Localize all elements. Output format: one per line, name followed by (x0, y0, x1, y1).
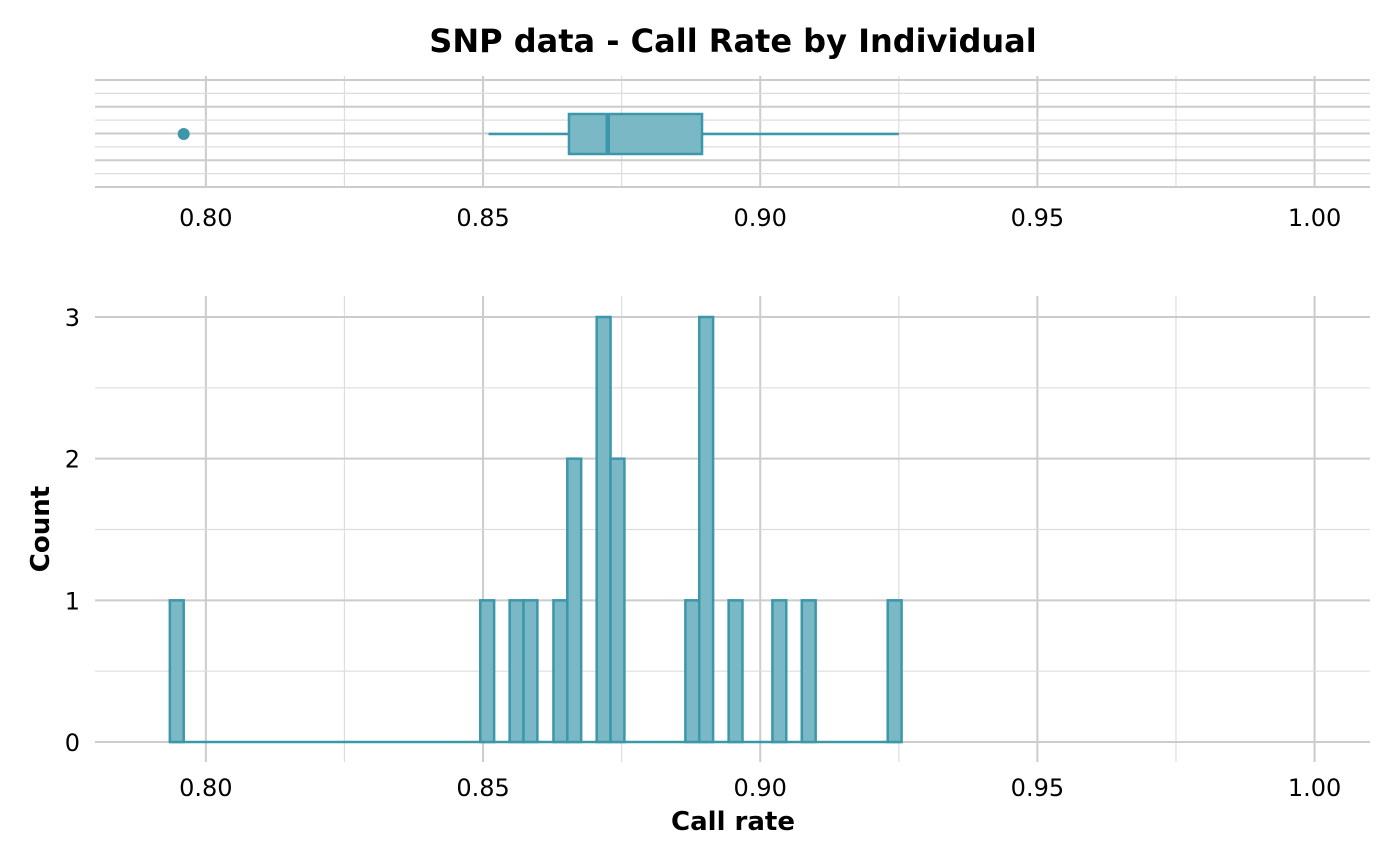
hist-bar (684, 599, 701, 744)
hist-bar (522, 599, 539, 744)
box-x-tick-label: 1.00 (1288, 204, 1341, 232)
hist-y-tick-label: 2 (65, 446, 80, 474)
hist-x-tick-label: 0.90 (733, 774, 786, 802)
y-axis-title: Count (26, 486, 56, 572)
histogram-panel: 0.80 0.85 0.90 0.95 1.00 0 1 2 3 (65, 296, 1370, 802)
hist-x-tick-label: 1.00 (1288, 774, 1341, 802)
hist-bar (609, 457, 626, 744)
hist-bar (771, 599, 788, 744)
hist-bar (479, 599, 496, 744)
hist-bar (168, 599, 185, 744)
hist-bar (552, 599, 569, 744)
box-x-tick-label: 0.95 (1011, 204, 1064, 232)
box-x-tick-label: 0.90 (733, 204, 786, 232)
hist-y-tick-label: 3 (65, 304, 80, 332)
hist-bar (886, 599, 903, 744)
hist-x-tick-label: 0.85 (456, 774, 509, 802)
box-iqr (567, 112, 704, 156)
hist-bar (727, 599, 744, 744)
hist-bar (697, 315, 715, 744)
hist-x-tick-label: 0.80 (179, 774, 232, 802)
box-x-tick-label: 0.80 (179, 204, 232, 232)
hist-bar (566, 457, 583, 744)
hist-bar (800, 599, 817, 744)
boxplot-panel: 0.80 0.85 0.90 0.95 1.00 (95, 76, 1370, 232)
hist-bar (595, 315, 612, 744)
box-outlier-point (177, 128, 190, 140)
hist-bar (508, 599, 525, 744)
hist-y-tick-label: 0 (65, 729, 80, 757)
chart-title: SNP data - Call Rate by Individual (429, 22, 1037, 60)
box-x-tick-label: 0.85 (456, 204, 509, 232)
hist-y-tick-label: 1 (65, 587, 80, 615)
x-axis-title: Call rate (671, 807, 795, 837)
hist-x-tick-label: 0.95 (1011, 774, 1064, 802)
